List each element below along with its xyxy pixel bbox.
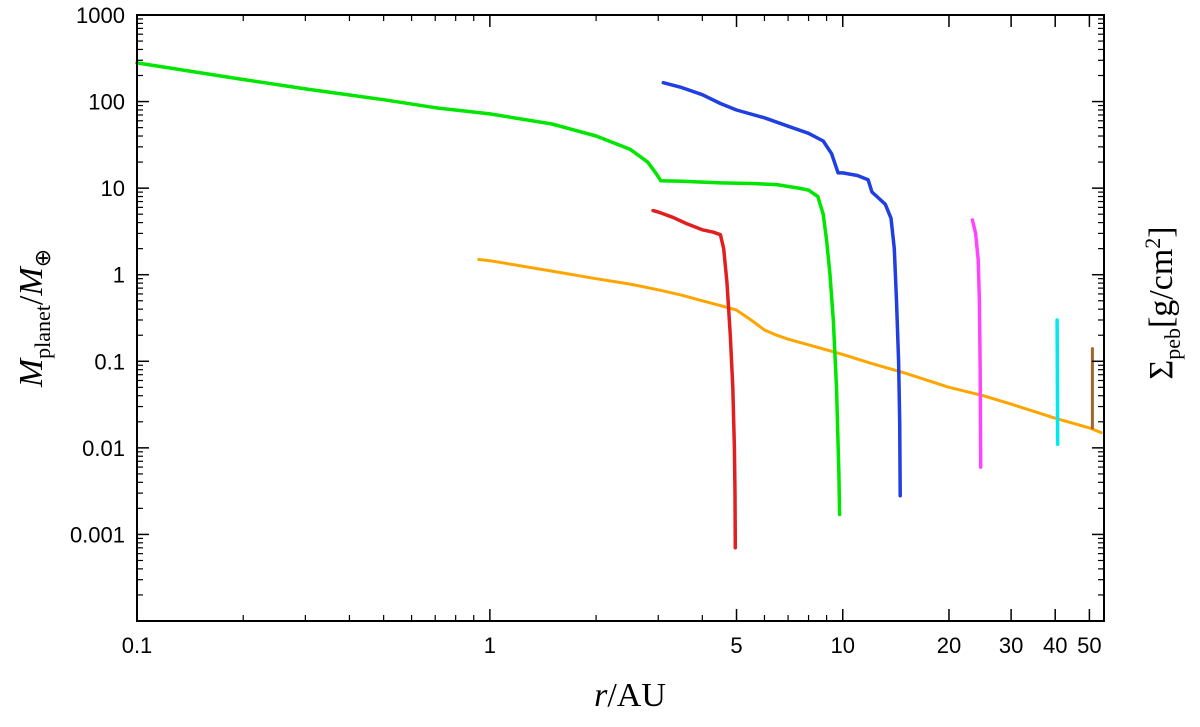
series-line-1 bbox=[135, 61, 842, 517]
x-tick-label: 30 bbox=[999, 633, 1023, 658]
series-line-3 bbox=[651, 208, 738, 550]
series-line-2 bbox=[661, 80, 902, 498]
y-axis-label-left: Mplanet/M⊕ bbox=[13, 249, 55, 388]
y-tick-label: 100 bbox=[88, 90, 125, 115]
x-tick-label: 1 bbox=[484, 633, 496, 658]
x-tick-label: 10 bbox=[831, 633, 855, 658]
y-tick-label: 0.01 bbox=[82, 436, 125, 461]
x-tick-label: 50 bbox=[1077, 633, 1101, 658]
series-line-5 bbox=[1055, 318, 1060, 447]
plot-frame bbox=[136, 14, 1105, 622]
x-tick-label: 40 bbox=[1043, 633, 1067, 658]
y-tick-label: 10 bbox=[101, 176, 125, 201]
tick-layer: 0.1 1 5 10 20 30 40 50 0.001 0.01 0.1 1 10 100 1000 bbox=[70, 3, 1104, 658]
y-axis-label-right: Σpeb[g/cm2] bbox=[1140, 226, 1185, 379]
series-layer bbox=[135, 61, 1103, 550]
series-line-0 bbox=[477, 258, 1103, 435]
y-tick-label: 1 bbox=[113, 263, 125, 288]
x-tick-label: 0.1 bbox=[122, 633, 153, 658]
series-line-4 bbox=[970, 218, 983, 469]
y-tick-label: 0.001 bbox=[70, 522, 125, 547]
y-tick-label: 1000 bbox=[76, 3, 125, 28]
x-axis-label: r/AU bbox=[594, 677, 666, 714]
y-tick-label: 0.1 bbox=[94, 349, 125, 374]
x-tick-label: 5 bbox=[730, 633, 742, 658]
x-tick-label: 20 bbox=[937, 633, 961, 658]
